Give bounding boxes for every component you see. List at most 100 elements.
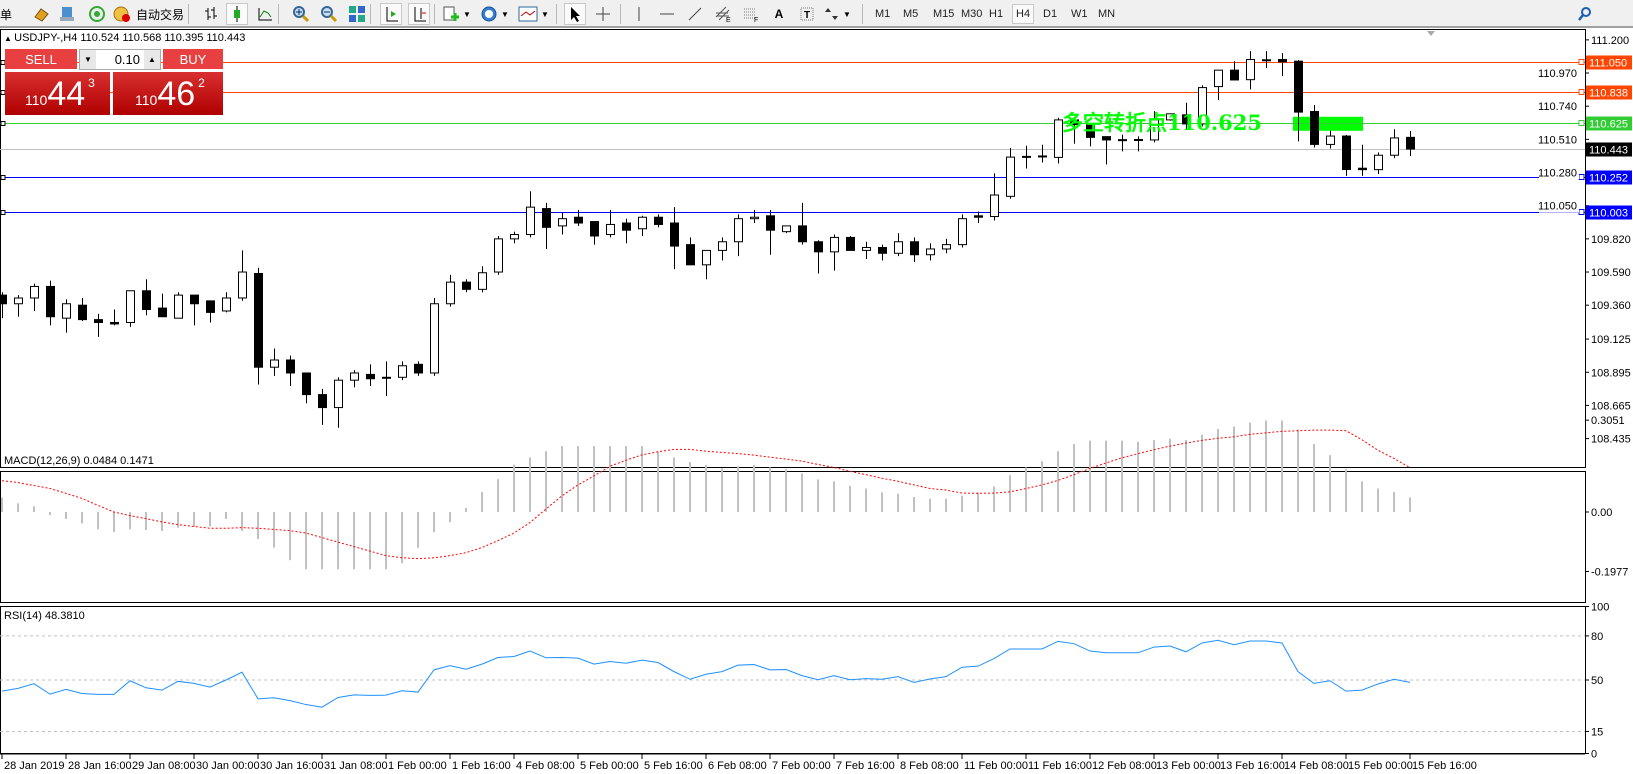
chart-header: ▲ USDJPY-,H4 110.524 110.568 110.395 110… (4, 32, 245, 44)
candle-bull (526, 206, 535, 236)
price-tick-label: 108.665 (1591, 400, 1631, 412)
svg-text:E: E (726, 17, 731, 23)
pivot-annotation[interactable]: 多空转折点110.625 (1062, 110, 1262, 135)
sell-button[interactable]: SELL (5, 49, 77, 70)
candle-bull (894, 241, 903, 254)
period-w1[interactable]: W1 (1071, 8, 1088, 20)
new-order-button[interactable]: 单 (0, 3, 12, 25)
price-line-label-bg (1586, 116, 1632, 131)
time-tick-label: 13 Feb 00:00 (1156, 760, 1221, 772)
chart-canvas[interactable]: 111.200 109.820 109.590 109.360 109.125 108.8… (0, 28, 1633, 774)
line-chart-icon[interactable] (254, 3, 276, 25)
lot-value[interactable]: 0.10 (114, 52, 140, 67)
macd-label: MACD(12,26,9) 0.0484 0.1471 (4, 455, 154, 467)
period-m1[interactable]: M1 (875, 8, 891, 20)
period-h1[interactable]: H1 (989, 8, 1004, 20)
arrows-icon (825, 8, 838, 20)
periodicity-button[interactable]: ▼ (480, 3, 509, 25)
macd-histogram-bar (353, 512, 355, 570)
candlestick-icon[interactable] (226, 3, 248, 25)
period-d1[interactable]: D1 (1043, 8, 1058, 20)
macd-histogram-bar (1345, 469, 1347, 512)
macd-histogram-bar (113, 512, 115, 532)
macd-histogram-bar (929, 498, 931, 512)
price-tick-label-bg (1539, 198, 1579, 213)
candle-bear (462, 281, 471, 290)
autotrade-button[interactable]: 自动交易 (112, 3, 184, 25)
period-m30[interactable]: M30 (961, 8, 983, 20)
svg-text:F: F (754, 17, 758, 23)
sell-price[interactable]: 110 44 3 (5, 72, 110, 115)
macd-histogram-bar (1249, 422, 1251, 512)
autoscroll-icon[interactable] (380, 3, 402, 25)
candle-bull (126, 290, 135, 324)
macd-histogram-bar (193, 512, 195, 528)
price-line-label-bg (1586, 85, 1632, 100)
price-tick-label: 110.050 (1538, 201, 1577, 213)
macd-histogram-bar (705, 465, 707, 512)
trendline-icon[interactable] (684, 3, 706, 25)
vertical-line-icon[interactable] (628, 3, 650, 25)
candle-bear (1230, 69, 1239, 81)
macd-histogram-bar (561, 446, 563, 512)
candle-bear (542, 208, 551, 228)
hline-handle-icon (0, 210, 6, 215)
price-line-label: 110.443 (1589, 145, 1628, 157)
market-watch-icon[interactable] (30, 3, 52, 25)
macd-histogram-bar (545, 451, 547, 512)
horizontal-line-icon[interactable] (656, 3, 678, 25)
tile-windows-icon[interactable] (346, 3, 368, 25)
indicators-button[interactable]: ▼ (442, 3, 471, 25)
collapse-triangle-icon[interactable]: ▲ (4, 34, 15, 43)
macd-histogram-bar (241, 512, 243, 531)
macd-histogram-bar (769, 467, 771, 512)
price-line-label-bg (1586, 170, 1632, 185)
equidistant-channel-icon[interactable]: E (712, 3, 734, 25)
text-label-icon[interactable]: T (796, 3, 818, 25)
chart-window[interactable]: 111.200 109.820 109.590 109.360 109.125 108.8… (0, 28, 1633, 774)
bar-chart-icon[interactable] (200, 3, 222, 25)
candle-bull (222, 297, 231, 312)
lot-size-input[interactable]: ▼ 0.10 ▲ (79, 49, 161, 70)
separator (370, 4, 371, 24)
templates-button[interactable]: ▼ (518, 3, 549, 25)
time-tick-label: 14 Feb 08:00 (1284, 760, 1349, 772)
candle-bull (510, 234, 519, 240)
cursor-icon[interactable] (564, 3, 586, 25)
candle-bull (638, 216, 647, 230)
buy-button[interactable]: BUY (163, 49, 223, 70)
macd-tick-label: -0.1977 (1591, 567, 1628, 579)
period-m15[interactable]: M15 (933, 8, 955, 20)
signals-icon[interactable] (86, 3, 108, 25)
macd-histogram-bar (609, 446, 611, 512)
macd-histogram-bar (1089, 440, 1091, 512)
text-icon[interactable]: A (774, 7, 784, 21)
macd-histogram-bar (1377, 488, 1379, 512)
search-icon[interactable] (1574, 3, 1596, 25)
macd-histogram-bar (897, 493, 899, 512)
candle-bear (910, 241, 919, 256)
candle-bear (1294, 60, 1303, 113)
candle-bull (350, 372, 359, 381)
period-m5[interactable]: M5 (903, 8, 919, 20)
arrows-button[interactable]: ▼ (824, 3, 851, 25)
candle-bear (654, 216, 663, 225)
chart-shift-icon[interactable] (408, 3, 430, 25)
macd-histogram-bar (1041, 461, 1043, 512)
candle-bear (1070, 119, 1079, 126)
candle-bear (286, 359, 295, 374)
candle-bull (334, 379, 343, 409)
zoom-in-icon[interactable] (290, 3, 312, 25)
fibonacci-icon[interactable]: F (740, 3, 762, 25)
buy-price[interactable]: 110 46 2 (113, 72, 223, 115)
hline-handle-icon (1578, 209, 1585, 215)
price-line-label-bg (1586, 142, 1632, 157)
period-mn[interactable]: MN (1098, 8, 1116, 20)
zoom-out-icon[interactable] (318, 3, 340, 25)
lot-increase-icon[interactable]: ▲ (144, 50, 160, 69)
period-h4[interactable]: H4 (1012, 4, 1035, 24)
price-tick-label-bg (1539, 66, 1579, 81)
crosshair-icon[interactable] (592, 3, 614, 25)
lot-decrease-icon[interactable]: ▼ (80, 50, 96, 69)
navigator-icon[interactable] (56, 3, 78, 25)
